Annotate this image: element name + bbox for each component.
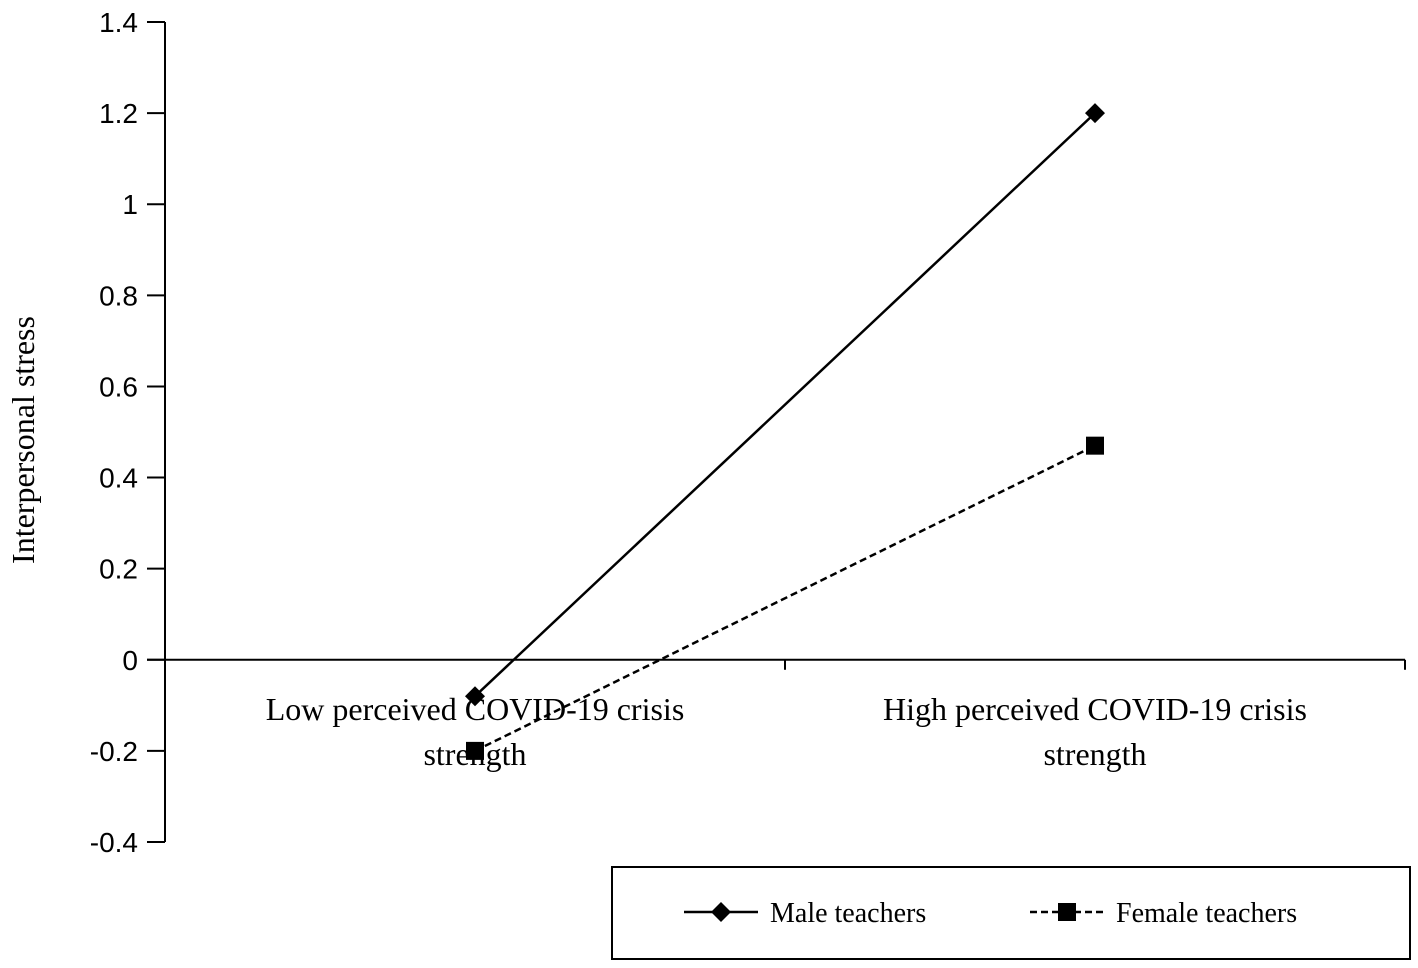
series-layer [465,103,1105,760]
series-female-teachers [466,436,1104,760]
square-marker [1058,903,1076,921]
diamond-marker [1085,103,1105,124]
square-marker [466,741,484,760]
category-label-line: strength [1043,736,1146,772]
axes [147,21,1406,843]
legend-item: Male teachers [684,898,926,929]
square-marker [1086,436,1104,455]
y-tick-label: 0.2 [99,554,138,585]
legend-label: Male teachers [770,898,926,929]
diamond-marker [711,902,731,922]
y-tick-label: -0.2 [90,736,138,767]
y-tick-label: 1.4 [99,7,138,38]
y-tick-label: 1 [122,189,138,220]
category-label: High perceived COVID-19 crisis strength [883,691,1307,772]
series-male-teachers [465,103,1105,707]
y-tick-labels: -0.4 -0.2 0 0.2 0.4 0.6 0.8 1 1.2 1.4 [90,7,138,858]
category-labels: Low perceived COVID-19 crisisstrengthHig… [266,691,1307,772]
y-tick-label: 0.8 [99,280,138,311]
category-label: Low perceived COVID-19 crisis strength [266,691,685,772]
y-axis-title: Interpersonal stress [5,316,41,564]
y-tick-label: 0.4 [99,463,138,494]
category-label-line: High perceived COVID-19 crisis [883,691,1307,727]
category-label-line: strength [423,736,526,772]
y-tick-label: 0 [122,645,138,676]
category-label-line: Low perceived COVID-19 crisis [266,691,685,727]
legend: Male teachers Female teachers [611,866,1411,960]
y-tick-label: 1.2 [99,98,138,129]
y-tick-label: -0.4 [90,827,138,858]
legend-label: Female teachers [1116,898,1297,929]
series-line [474,444,1096,753]
series-line [474,112,1096,698]
diamond-marker [465,686,485,707]
legend-item: Female teachers [1030,898,1297,929]
y-tick-label: 0.6 [99,371,138,402]
